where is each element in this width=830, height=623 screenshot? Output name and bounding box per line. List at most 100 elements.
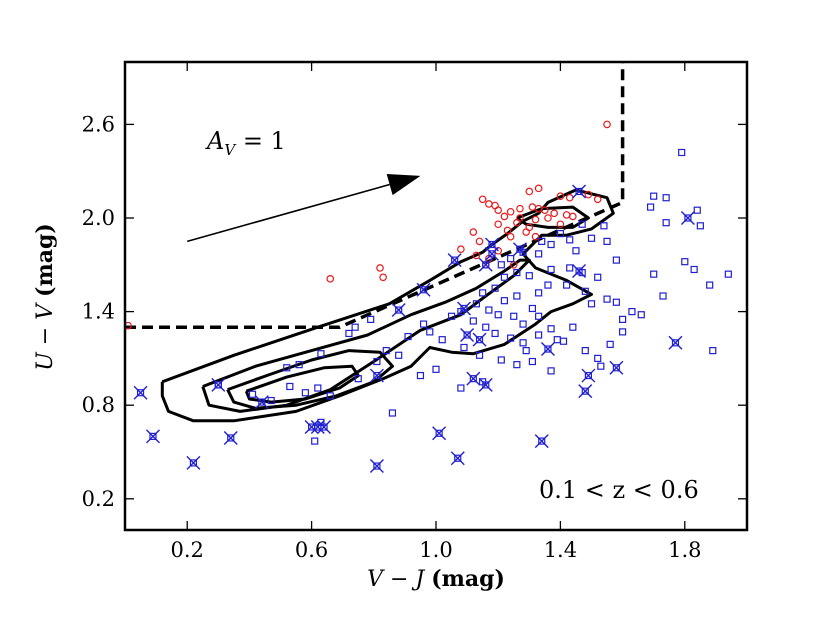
24um-detected-point	[478, 257, 493, 272]
star-forming-point	[581, 287, 589, 295]
24um-detected-point	[254, 395, 269, 410]
contour-2	[201, 258, 531, 413]
star-forming-point	[569, 323, 577, 331]
star-forming-point	[650, 192, 658, 200]
star-forming-point	[628, 308, 636, 316]
quiescent-point	[531, 215, 540, 224]
star-forming-point	[460, 343, 468, 352]
star-forming-point	[535, 250, 543, 258]
quiescent-point	[525, 187, 534, 196]
star-forming-point	[301, 389, 309, 397]
star-forming-point	[547, 240, 555, 249]
star-forming-point	[457, 384, 465, 392]
x-tick-label: 0.6	[295, 538, 328, 562]
star-forming-point	[572, 247, 580, 255]
star-forming-point	[637, 311, 645, 319]
star-forming-point	[311, 437, 319, 445]
extinction-vector-head	[386, 173, 421, 196]
star-forming-point	[535, 312, 543, 320]
y-tick-label: 2.6	[82, 112, 115, 136]
24um-detected-point	[472, 332, 487, 347]
24um-detected-point	[133, 385, 148, 400]
star-forming-point	[283, 364, 291, 372]
scatter-points	[125, 120, 732, 474]
star-forming-point	[535, 331, 543, 339]
24um-detected-point	[432, 426, 447, 441]
star-forming-point	[295, 361, 303, 369]
selection-boundary	[125, 62, 625, 329]
star-forming-point	[354, 375, 362, 383]
extinction-vector-group	[186, 173, 421, 243]
contour-3	[226, 349, 394, 410]
quiescent-point	[593, 195, 602, 204]
star-forming-point	[650, 270, 658, 278]
star-forming-point	[395, 351, 403, 359]
density-contours	[160, 188, 615, 423]
24um-detected-point	[572, 184, 587, 199]
star-forming-point	[485, 306, 493, 314]
star-forming-point	[513, 269, 521, 277]
star-forming-point	[491, 284, 499, 292]
star-forming-point	[662, 194, 670, 202]
star-forming-point	[367, 315, 375, 323]
24um-detected-point	[391, 303, 406, 318]
star-forming-point	[373, 357, 381, 366]
star-forming-point	[491, 329, 499, 338]
star-forming-point	[678, 148, 686, 157]
quiescent-point	[531, 232, 540, 241]
24um-detected-point	[416, 282, 431, 297]
star-forming-point	[426, 328, 434, 336]
24um-detected-point	[512, 242, 527, 257]
quiescent-point	[506, 207, 515, 216]
24um-detected-point	[466, 371, 481, 386]
star-forming-point	[497, 261, 505, 269]
star-forming-point	[724, 270, 732, 278]
star-forming-point	[538, 237, 546, 245]
star-forming-point	[326, 392, 334, 400]
y-tick-label: 0.2	[82, 487, 115, 511]
star-forming-point	[382, 347, 390, 355]
star-forming-point	[587, 300, 596, 308]
star-forming-point	[606, 340, 614, 348]
star-forming-point	[612, 256, 620, 264]
x-tick-label: 1.4	[544, 538, 577, 562]
contour-1	[160, 188, 615, 423]
quiescent-point	[457, 245, 465, 254]
24um-detected-point	[456, 301, 471, 316]
24um-detected-point	[304, 420, 319, 435]
quiescent-point	[565, 193, 574, 202]
24um-detected-point	[186, 455, 201, 470]
quiescent-point	[528, 203, 537, 211]
quiescent-point	[125, 321, 132, 330]
quiescent-point	[556, 192, 565, 200]
24um-detected-point	[484, 246, 499, 261]
star-forming-point	[581, 347, 589, 355]
quiescent-point	[534, 184, 543, 193]
quiescent-point	[494, 220, 503, 229]
star-forming-point	[646, 203, 655, 211]
star-forming-point	[419, 320, 428, 328]
star-forming-point	[351, 323, 359, 331]
24um-detected-point	[450, 451, 465, 466]
star-forming-point	[603, 295, 611, 303]
star-forming-point	[438, 336, 446, 344]
star-forming-point	[475, 351, 484, 359]
star-forming-point	[528, 304, 537, 313]
quiescent-point	[500, 212, 509, 221]
24um-detected-point	[540, 342, 555, 357]
star-forming-point	[709, 347, 717, 355]
24um-detected-point	[223, 430, 238, 445]
quiescent-point	[506, 232, 515, 241]
star-forming-point	[659, 292, 667, 300]
extinction-vector-shaft	[186, 183, 390, 243]
star-forming-point	[345, 329, 353, 338]
star-forming-point	[513, 292, 521, 300]
star-forming-point	[519, 320, 527, 328]
star-forming-point	[603, 237, 611, 245]
star-forming-point	[594, 354, 602, 362]
24um-detected-point	[460, 328, 475, 342]
star-forming-point	[314, 384, 322, 392]
star-forming-point	[618, 315, 627, 323]
star-forming-point	[559, 337, 568, 345]
